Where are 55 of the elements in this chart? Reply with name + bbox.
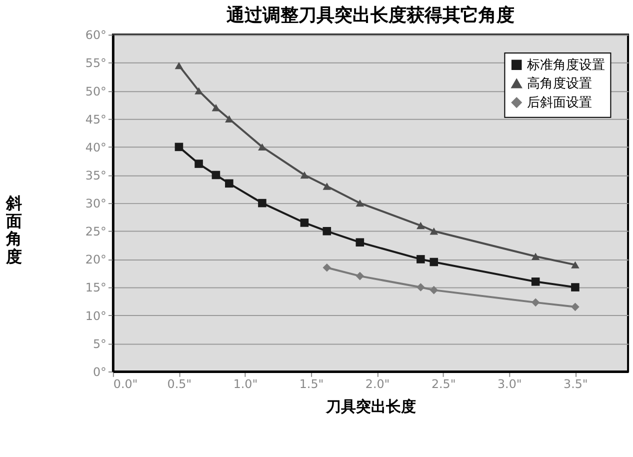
legend-label: 标准角度设置 (526, 56, 606, 73)
point (531, 252, 540, 260)
point (430, 258, 438, 266)
point (416, 255, 425, 264)
x-tick-label: 3.0" (497, 376, 522, 391)
x-tick-label: 3.5" (564, 376, 588, 391)
point (194, 160, 203, 168)
point (571, 261, 580, 268)
chart-title: 通过调整刀具突出长度获得其它角度 (225, 4, 514, 26)
point (212, 170, 220, 180)
x-tick-label: 1.0" (233, 376, 258, 391)
point (322, 182, 332, 190)
x-tick-label: 2.5" (431, 376, 456, 391)
y-tick-label: 30° (85, 196, 106, 211)
point (322, 226, 332, 236)
point (356, 199, 364, 207)
y-tick-label: 20° (85, 252, 106, 267)
point (258, 143, 266, 151)
y-tick-label: 0° (92, 364, 106, 379)
y-tick-label: 10° (85, 308, 106, 323)
point (356, 238, 364, 247)
x-tick-label: 2.0" (365, 376, 390, 391)
y-tick-label: 35° (85, 168, 106, 182)
y-tick-label: 5° (92, 336, 106, 351)
y-tick-label: 15° (85, 280, 106, 295)
point (300, 171, 309, 179)
x-tick-label: 1.5" (299, 376, 324, 391)
y-axis-title: 斜面角度 (5, 194, 22, 266)
point (430, 228, 438, 235)
y-tick-label: 40° (85, 140, 106, 154)
y-tick-label: 55° (85, 56, 106, 70)
x-tick-label: 0.5" (167, 376, 192, 391)
y-tick-label: 45° (85, 112, 106, 126)
x-tick-label: 0.0" (113, 376, 138, 391)
point (416, 222, 425, 230)
point (356, 272, 364, 280)
point (174, 142, 184, 152)
point (416, 283, 425, 292)
legend-label: 后斜面设置 (527, 95, 592, 110)
point (430, 286, 438, 294)
x-axis-title: 刀具突出长度 (324, 398, 416, 416)
point (571, 283, 580, 292)
y-tick-label: 50° (85, 84, 106, 98)
point (300, 218, 309, 227)
y-tick-label: 60° (85, 28, 106, 42)
point (322, 263, 332, 272)
point (174, 62, 184, 70)
point (571, 302, 580, 312)
point (194, 87, 203, 94)
legend-label: 高角度设置 (527, 76, 592, 92)
point (531, 298, 540, 307)
point (225, 179, 234, 188)
y-tick-label: 25° (85, 224, 106, 239)
point (258, 198, 266, 208)
point (531, 278, 540, 286)
